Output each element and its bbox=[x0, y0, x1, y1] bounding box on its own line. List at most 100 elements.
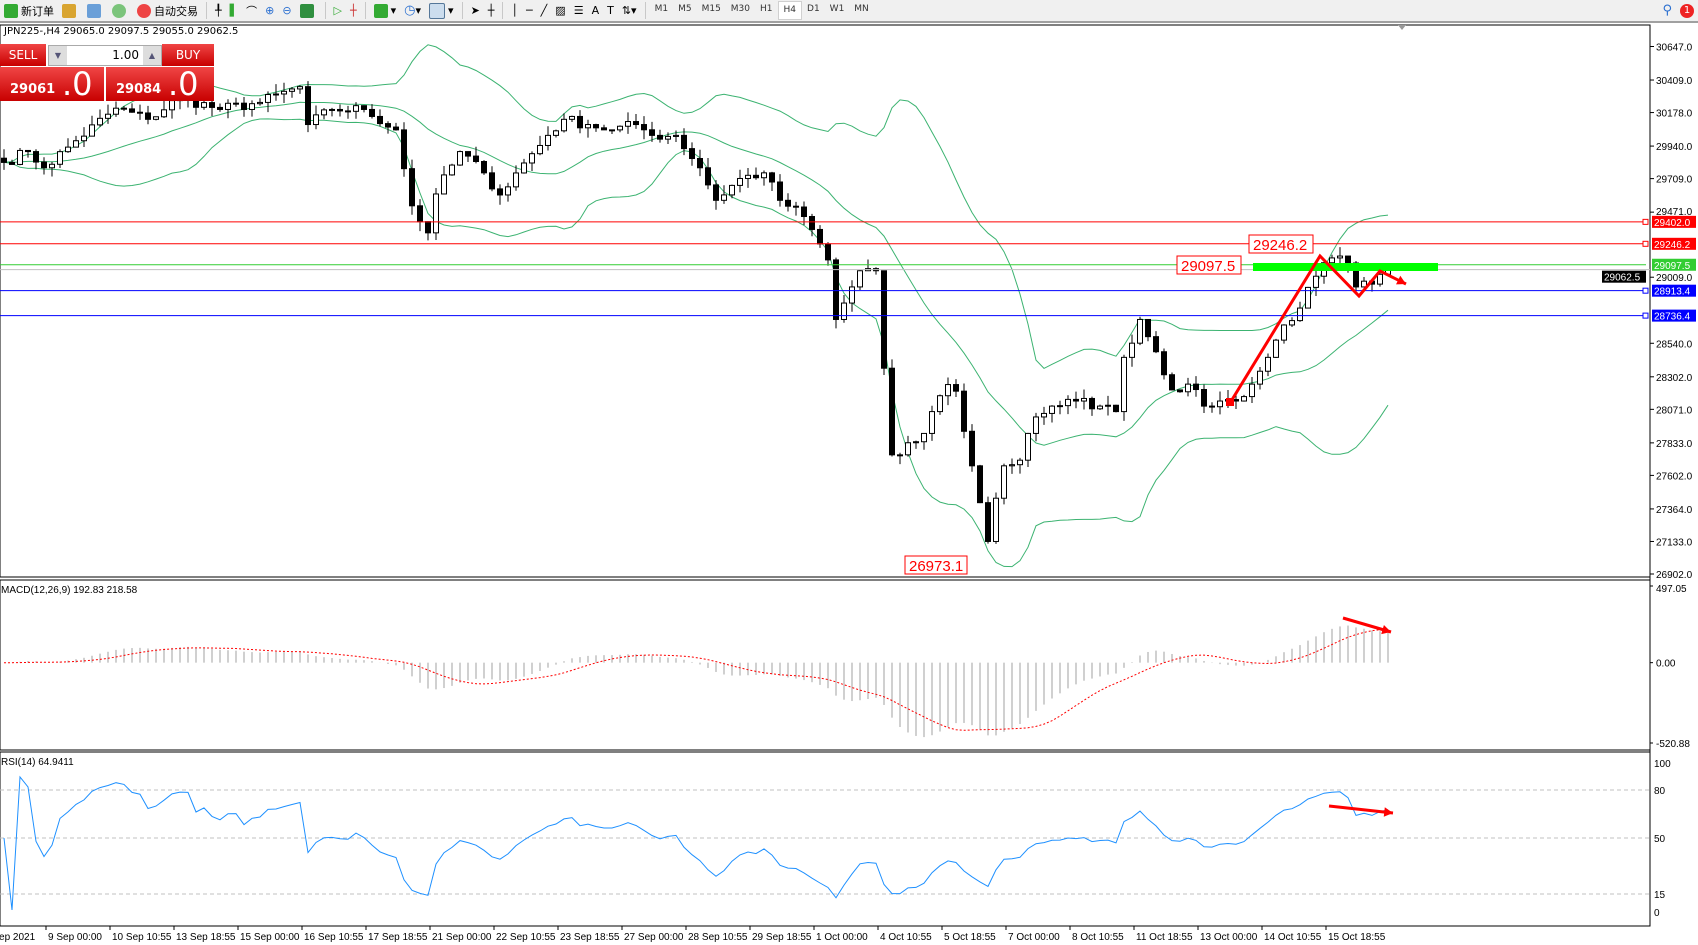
candle-body bbox=[537, 144, 543, 155]
candle-body bbox=[1185, 383, 1191, 393]
candle-body bbox=[1377, 273, 1383, 285]
candle bbox=[241, 97, 247, 117]
candle bbox=[969, 424, 975, 472]
trendline-button[interactable]: ╱ bbox=[537, 1, 552, 20]
timeframe-h1[interactable]: H1 bbox=[760, 4, 773, 14]
auto-trading-button[interactable]: 自动交易 bbox=[133, 1, 202, 20]
crosshair-button[interactable]: ┼ bbox=[484, 1, 499, 20]
zoom-in-button[interactable]: ⊕ bbox=[261, 1, 278, 20]
candle-body bbox=[889, 367, 895, 456]
text-label-button[interactable]: T bbox=[603, 1, 618, 20]
crosshair-icon: ┼ bbox=[487, 4, 495, 17]
candle bbox=[441, 166, 447, 195]
candle-body bbox=[1113, 404, 1119, 413]
timeframe-m15[interactable]: M15 bbox=[701, 4, 721, 14]
fibonacci-icon: ☰ bbox=[573, 4, 584, 17]
candle bbox=[793, 201, 799, 216]
candlestick-button[interactable]: ▌ bbox=[226, 1, 242, 20]
candle-body bbox=[417, 205, 423, 223]
buy-button[interactable]: BUY bbox=[162, 44, 214, 66]
text-button[interactable]: A bbox=[588, 1, 604, 20]
lot-decrease-button[interactable]: ▼ bbox=[49, 46, 67, 65]
cursor-button[interactable]: ➤ bbox=[467, 1, 484, 20]
tile-windows-button[interactable] bbox=[296, 1, 321, 20]
price-annotation: 29246.2 bbox=[1253, 237, 1307, 254]
horizontal-line-button[interactable]: ─ bbox=[522, 1, 537, 20]
arrows-icon: ⇅ bbox=[621, 4, 632, 17]
candle-body bbox=[833, 259, 839, 320]
candle bbox=[1105, 395, 1111, 416]
lot-size-input[interactable]: ▼ 1.00 ▲ bbox=[48, 45, 162, 66]
price-annotation-box bbox=[1176, 255, 1242, 275]
candle-body bbox=[593, 124, 599, 129]
price-tick-label: 29471.0 bbox=[1656, 207, 1693, 218]
signals-button[interactable] bbox=[108, 1, 133, 20]
candle-body bbox=[361, 105, 367, 110]
vertical-line-button[interactable]: │ bbox=[507, 1, 522, 20]
clock-icon: ◷ bbox=[404, 3, 416, 18]
templates-button[interactable]: ▾ bbox=[425, 1, 458, 20]
candle bbox=[1153, 331, 1159, 354]
candle-body bbox=[1289, 320, 1295, 326]
candle bbox=[1129, 334, 1135, 367]
autoscroll-button[interactable]: ▷ bbox=[330, 1, 346, 20]
market-watch-button[interactable] bbox=[58, 1, 83, 20]
text-icon: A bbox=[591, 4, 600, 17]
candle-body bbox=[569, 115, 575, 120]
search-button[interactable]: ⚲ bbox=[1658, 1, 1676, 20]
candle bbox=[609, 129, 615, 134]
timeframe-mn[interactable]: MN bbox=[854, 4, 869, 14]
candle-body bbox=[505, 186, 511, 196]
candle-body bbox=[1017, 459, 1023, 466]
candle-body bbox=[849, 286, 855, 304]
candle-body bbox=[953, 384, 959, 392]
candle bbox=[657, 129, 663, 143]
zoom-out-button[interactable]: ⊖ bbox=[278, 1, 295, 20]
candle bbox=[265, 91, 271, 113]
buy-price-button[interactable]: 29084 .0 bbox=[106, 67, 214, 101]
candle-body bbox=[225, 102, 231, 110]
sell-price-button[interactable]: 29061 .0 bbox=[0, 67, 104, 101]
arrows-button[interactable]: ⇅ ▾ bbox=[621, 4, 637, 17]
candle bbox=[833, 257, 839, 329]
periods-button[interactable]: ◷ ▾ bbox=[404, 3, 422, 18]
new-order-button[interactable]: 新订单 bbox=[0, 1, 58, 20]
timeframe-m1[interactable]: M1 bbox=[654, 4, 669, 14]
candle-body bbox=[617, 125, 623, 131]
bid-price-tag bbox=[1602, 270, 1646, 283]
line-chart-button[interactable]: ⌒ bbox=[242, 1, 261, 20]
lot-increase-button[interactable]: ▲ bbox=[143, 46, 161, 65]
candle-body bbox=[433, 193, 439, 234]
equidistant-channel-button[interactable]: ▨ bbox=[551, 1, 569, 20]
timeframe-m5[interactable]: M5 bbox=[678, 4, 692, 14]
level-price-tag bbox=[1652, 309, 1696, 322]
candle bbox=[1273, 338, 1279, 359]
macd-tick-label: 497.05 bbox=[1656, 584, 1687, 595]
price-annotation-box bbox=[1248, 234, 1314, 254]
bollinger-upper bbox=[3, 44, 1389, 370]
timeframe-m30[interactable]: M30 bbox=[730, 4, 751, 14]
bid-price-tag-label: 29062.5 bbox=[1604, 273, 1641, 284]
chart-shift-button[interactable]: ┼ bbox=[346, 1, 361, 20]
bar-chart-button[interactable]: ╀ bbox=[211, 1, 226, 20]
candle bbox=[121, 105, 127, 111]
timeframe-w1[interactable]: W1 bbox=[829, 4, 845, 14]
sell-button[interactable]: SELL bbox=[0, 44, 46, 66]
candle bbox=[409, 159, 415, 215]
notification-badge: 1 bbox=[1680, 3, 1694, 18]
timeframe-h4[interactable]: H4 bbox=[777, 1, 803, 20]
candle-body bbox=[529, 153, 535, 164]
candle bbox=[913, 440, 919, 449]
timeframe-d1[interactable]: D1 bbox=[807, 4, 820, 14]
candle-body bbox=[473, 155, 479, 162]
notifications-button[interactable]: 1 bbox=[1676, 1, 1698, 20]
fibonacci-button[interactable]: ☰ bbox=[570, 1, 588, 20]
navigator-button[interactable] bbox=[83, 1, 108, 20]
candle-body bbox=[57, 151, 63, 165]
candle-body bbox=[1001, 465, 1007, 499]
candle bbox=[337, 104, 343, 117]
lot-value[interactable]: 1.00 bbox=[112, 48, 139, 62]
candle-body bbox=[1329, 257, 1335, 264]
indicators-button[interactable]: ▾ bbox=[370, 1, 401, 20]
